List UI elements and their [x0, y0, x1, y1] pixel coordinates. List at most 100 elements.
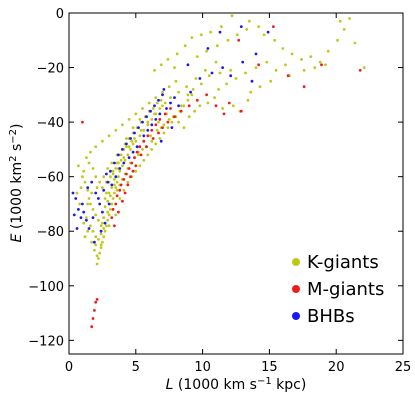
point-k-giants-63 [98, 180, 102, 184]
y-tick-label: −20 [37, 62, 64, 77]
point-bhbs-35 [173, 96, 176, 99]
point-k-giants-198 [342, 28, 346, 31]
point-k-giants-5 [103, 229, 107, 233]
point-k-giants-78 [155, 101, 159, 105]
point-k-giants-242 [95, 186, 99, 190]
point-k-giants-51 [83, 180, 87, 184]
point-k-giants-61 [91, 167, 95, 170]
point-m-giants-10 [118, 188, 122, 192]
point-bhbs-2 [77, 208, 80, 211]
point-k-giants-173 [225, 82, 229, 86]
point-k-giants-88 [146, 153, 150, 157]
point-bhbs-33 [165, 107, 168, 110]
point-bhbs-1 [74, 197, 78, 200]
point-k-giants-195 [318, 60, 322, 64]
point-k-giants-162 [182, 126, 186, 129]
legend: K-giants M-giants BHBs [292, 252, 384, 327]
point-k-giants-35 [113, 178, 116, 181]
legend-marker-k-giants [292, 258, 300, 266]
point-k-giants-97 [182, 104, 186, 108]
point-k-giants-178 [274, 68, 278, 72]
point-k-giants-248 [131, 126, 135, 129]
point-k-giants-244 [106, 167, 110, 170]
point-k-giants-155 [147, 101, 151, 105]
point-k-giants-172 [217, 88, 221, 91]
point-bhbs-37 [146, 128, 150, 132]
point-k-giants-26 [150, 118, 154, 121]
point-k-giants-47 [194, 77, 198, 80]
point-k-giants-137 [90, 240, 94, 244]
point-k-giants-150 [114, 128, 118, 132]
point-k-giants-122 [99, 232, 103, 236]
point-k-giants-240 [86, 202, 90, 206]
point-k-giants-135 [93, 248, 96, 252]
point-m-giants-8 [114, 202, 118, 206]
point-bhbs-46 [110, 183, 114, 187]
point-k-giants-232 [207, 74, 211, 78]
point-k-giants-209 [249, 90, 253, 94]
point-k-giants-6 [105, 224, 108, 228]
point-k-giants-79 [159, 98, 163, 102]
point-k-giants-86 [138, 164, 142, 168]
point-m-giants-32 [131, 169, 135, 173]
point-bhbs-18 [106, 180, 110, 184]
point-k-giants-207 [269, 79, 273, 83]
point-k-giants-117 [125, 145, 128, 149]
point-k-giants-87 [142, 158, 146, 162]
point-bhbs-13 [98, 202, 102, 206]
point-m-giants-51 [320, 63, 323, 67]
point-m-giants-3 [94, 300, 98, 304]
point-k-giants-229 [186, 93, 190, 97]
point-bhbs-39 [154, 118, 158, 121]
point-k-giants-194 [309, 55, 313, 58]
point-m-giants-42 [187, 104, 191, 108]
point-m-giants-48 [257, 63, 261, 67]
point-bhbs-0 [71, 191, 75, 195]
point-k-giants-125 [106, 199, 110, 203]
point-k-giants-129 [107, 224, 111, 228]
point-bhbs-69 [107, 202, 111, 206]
point-k-giants-103 [113, 183, 116, 187]
point-m-giants-50 [302, 85, 306, 89]
point-bhbs-64 [170, 126, 174, 129]
point-k-giants-185 [245, 28, 249, 31]
point-bhbs-3 [79, 216, 83, 220]
x-tick-label: 0 [65, 360, 73, 375]
point-m-giants-6 [110, 216, 114, 220]
point-k-giants-23 [138, 134, 142, 138]
point-k-giants-148 [101, 139, 104, 143]
point-k-giants-153 [134, 112, 138, 116]
point-bhbs-59 [239, 25, 243, 28]
point-k-giants-85 [134, 169, 138, 173]
legend-marker-bhbs [292, 312, 300, 320]
ticks-layer: 0 5 10 15 20 25 0 −20 −40 −60 −80 −100 −120 [28, 7, 411, 375]
point-k-giants-193 [300, 58, 303, 61]
point-k-giants-22 [134, 139, 138, 143]
point-k-giants-180 [195, 55, 199, 58]
point-bhbs-45 [114, 175, 118, 179]
point-k-giants-89 [150, 148, 154, 151]
point-bhbs-15 [91, 216, 95, 220]
point-bhbs-6 [87, 227, 91, 230]
point-k-giants-181 [205, 49, 209, 53]
point-m-giants-40 [173, 115, 176, 119]
point-m-giants-46 [227, 101, 231, 105]
point-bhbs-63 [186, 63, 190, 67]
point-m-giants-22 [154, 123, 158, 127]
point-bhbs-42 [135, 145, 139, 149]
point-k-giants-189 [262, 33, 266, 37]
point-k-giants-154 [141, 107, 144, 110]
point-k-giants-223 [167, 118, 171, 121]
point-k-giants-52 [86, 188, 90, 192]
point-k-giants-247 [125, 137, 128, 140]
point-k-giants-205 [302, 68, 306, 72]
point-k-giants-16 [118, 169, 122, 173]
point-m-giants-43 [195, 98, 199, 102]
point-k-giants-39 [133, 137, 136, 140]
point-m-giants-45 [214, 104, 218, 108]
point-k-giants-144 [77, 164, 80, 168]
point-k-giants-219 [173, 66, 176, 69]
point-k-giants-211 [190, 36, 194, 39]
point-k-giants-9 [109, 208, 112, 211]
point-k-giants-171 [246, 98, 250, 102]
